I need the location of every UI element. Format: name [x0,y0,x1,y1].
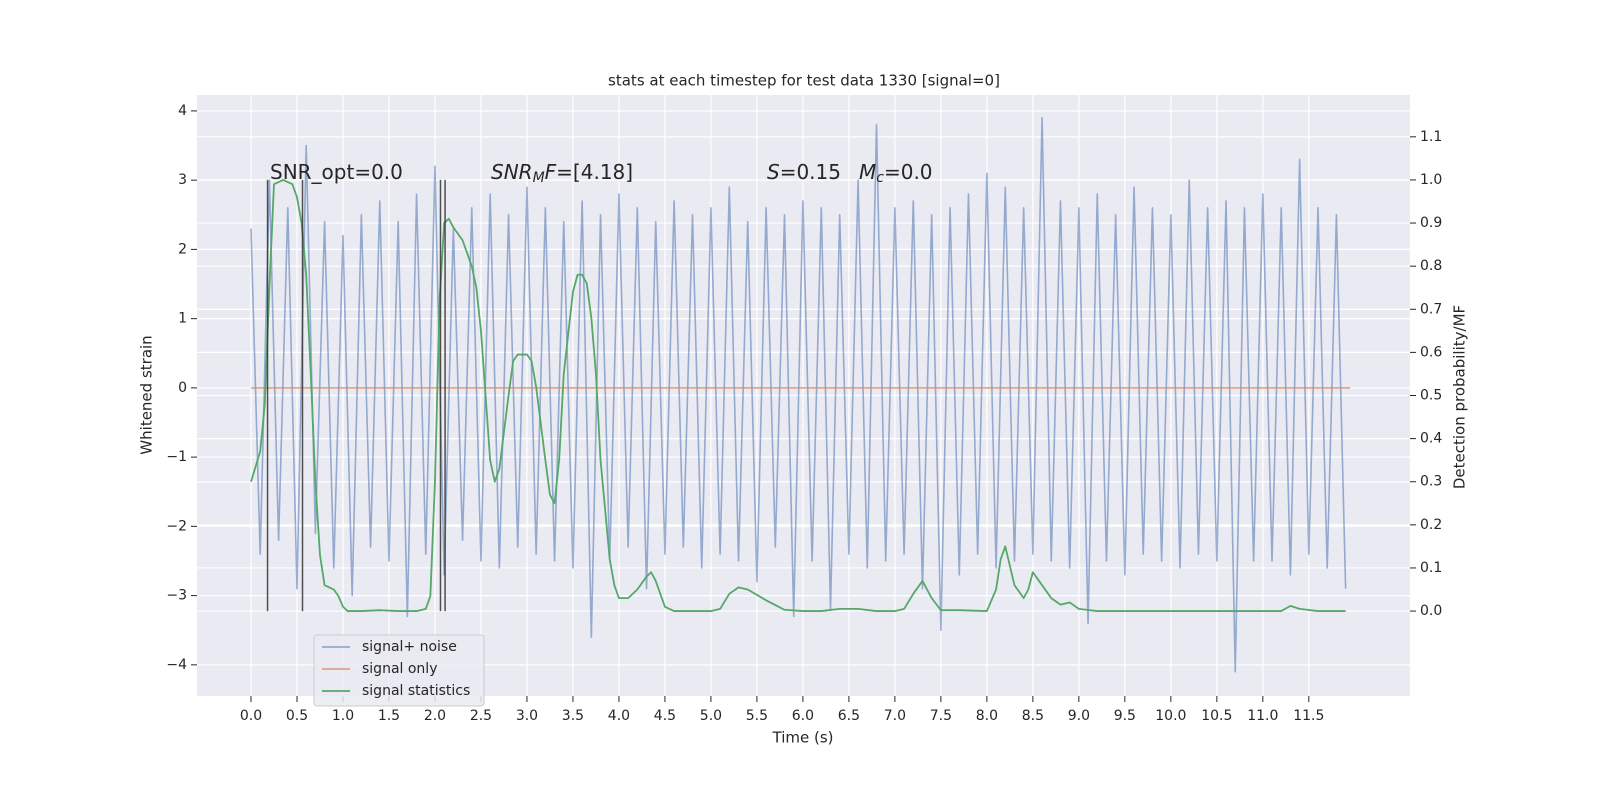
annotation-part: F [545,160,557,184]
x-tick-label: 9.0 [1068,708,1090,724]
y-tick-label: 3 [178,172,187,188]
x-tick-label: 5.0 [700,708,722,724]
legend-box [313,634,485,707]
y-tick-label: 0 [178,380,187,396]
annotation: S=0.15 [767,160,841,184]
annotation-part: SNR [491,160,533,184]
x-axis-label: Time (s) [772,729,834,747]
y2-tick-label: 0.6 [1420,344,1442,360]
annotation-part: SNR_opt=0.0 [270,160,403,184]
annotation-part: S [767,160,780,184]
x-tick-label: 8.5 [1022,708,1044,724]
y2-tick-label: 0.3 [1420,474,1442,490]
x-tick-label: 11.0 [1247,708,1278,724]
x-tick-label: 4.5 [654,708,676,724]
annotation: SNRMF=[4.18] [491,160,633,187]
x-tick-label: 0.5 [286,708,308,724]
y-axis-label: Whitened strain [138,335,156,454]
y2-tick-label: 1.1 [1420,129,1442,145]
x-tick-label: 11.5 [1293,708,1324,724]
x-tick-label: 10.5 [1201,708,1232,724]
legend-label: signal statistics [362,683,470,699]
y-tick-label: −2 [166,518,187,534]
annotation-part: =0.15 [780,160,841,184]
x-tick-label: 10.0 [1155,708,1186,724]
y2-tick-label: 0.8 [1420,258,1442,274]
y-tick-label: 4 [178,103,187,119]
x-tick-label: 8.0 [976,708,998,724]
x-tick-label: 3.0 [516,708,538,724]
y2-tick-label: 0.9 [1420,215,1442,231]
x-tick-label: 0.0 [240,708,262,724]
y2-tick-label: 0.5 [1420,388,1442,404]
y-tick-label: −3 [166,588,187,604]
annotation-part: c [876,170,884,186]
annotation: Mc=0.0 [859,160,933,187]
x-tick-label: 7.0 [884,708,906,724]
y2-tick-label: 0.1 [1420,560,1442,576]
annotation-part: =0.0 [884,160,933,184]
series-line [250,117,1347,673]
y-tick-label: −4 [166,657,187,673]
series-line [250,179,1346,612]
x-tick-label: 5.5 [746,708,768,724]
x-tick-label: 6.0 [792,708,814,724]
y-tick-label: 1 [178,311,187,327]
legend-label: signal+ noise [362,639,457,655]
x-tick-label: 6.5 [838,708,860,724]
x-tick-label: 1.5 [378,708,400,724]
y2-tick-label: 0.4 [1420,431,1442,447]
y2-tick-label: 0.7 [1420,301,1442,317]
x-tick-label: 3.5 [562,708,584,724]
annotation-part: M [859,160,876,184]
x-tick-label: 1.0 [332,708,354,724]
y-tick-label: −1 [166,449,187,465]
y2-axis-label: Detection probability/MF [1451,305,1469,489]
x-tick-label: 7.5 [930,708,952,724]
y2-tick-label: 1.0 [1420,172,1442,188]
annotation-part: =[4.18] [556,160,633,184]
x-tick-label: 2.0 [424,708,446,724]
x-tick-label: 2.5 [470,708,492,724]
y2-tick-label: 0.2 [1420,517,1442,533]
annotation-part: M [533,170,545,186]
chart-title: stats at each timestep for test data 133… [608,72,1000,90]
x-tick-label: 4.0 [608,708,630,724]
y2-tick-label: 0.0 [1420,603,1442,619]
y-tick-label: 2 [178,241,187,257]
x-tick-label: 9.5 [1114,708,1136,724]
annotation: SNR_opt=0.0 [270,160,403,184]
legend-label: signal only [362,661,437,677]
